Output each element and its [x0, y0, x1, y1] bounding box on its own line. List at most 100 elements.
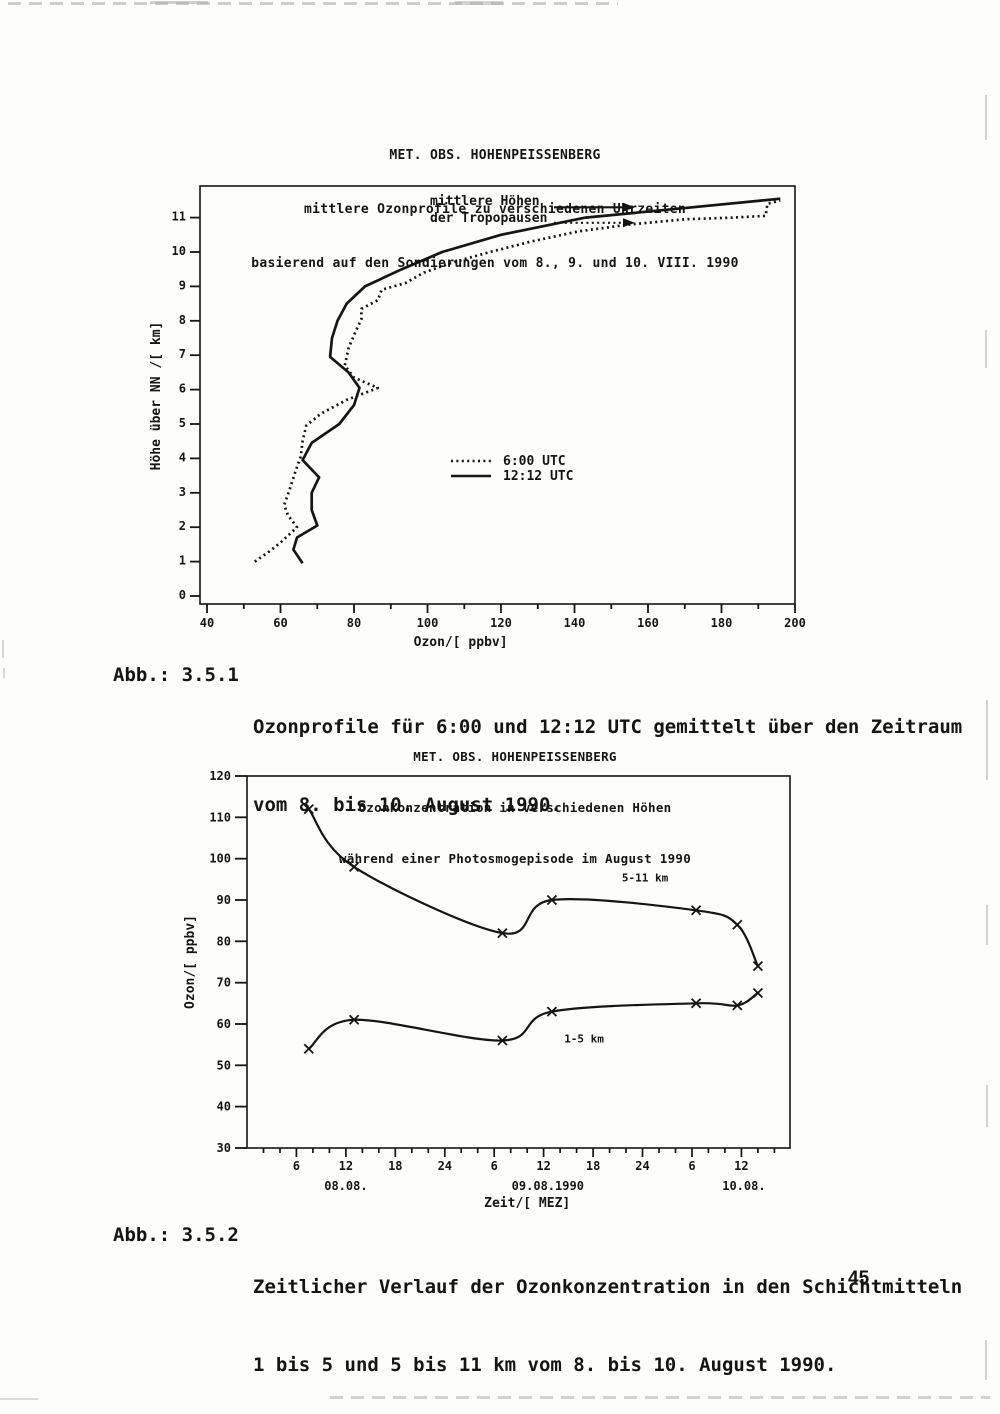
svg-text:1: 1: [179, 554, 186, 568]
series-1-5-km: 1-5 km: [303, 987, 764, 1054]
svg-text:18: 18: [586, 1159, 600, 1173]
svg-text:Ozon/[ ppbv]: Ozon/[ ppbv]: [414, 635, 508, 650]
scan-artifact-top-edge: [8, 2, 618, 5]
svg-text:12: 12: [536, 1159, 550, 1173]
figure2-title: MET. OBS. HOHENPEISSENBERG Ozonkonzentra…: [190, 714, 840, 901]
svg-text:10.08.: 10.08.: [722, 1179, 765, 1193]
plot-frame: [199, 185, 796, 605]
plot-frame: [246, 775, 791, 1149]
svg-text:11: 11: [172, 210, 186, 224]
figure1-title: MET. OBS. HOHENPEISSENBERG mittlere Ozon…: [150, 111, 840, 309]
svg-text:0: 0: [179, 588, 186, 602]
scan-artifact-left-edge: [3, 668, 5, 678]
scan-artifact: [455, 1, 503, 5]
y-axis-ticks: 0 1 2 3 4 5 6 7 8 9 10 11: [172, 210, 200, 602]
figure2-caption-line1: Zeitlicher Verlauf der Ozonkonzentration…: [253, 1276, 963, 1298]
x-axis-ticks: 40 60 80 100 120 140 160 180 200: [200, 604, 806, 630]
figure2-caption-label: Abb.: 3.5.2: [113, 1224, 239, 1246]
figure2-title-line3: während einer Photosmogepisode im August…: [338, 851, 692, 866]
svg-text:1-5 km: 1-5 km: [564, 1033, 604, 1046]
figure2-caption-text: Zeitlicher Verlauf der Ozonkonzentration…: [253, 1222, 962, 1414]
svg-text:40: 40: [200, 616, 214, 630]
svg-text:80: 80: [347, 616, 361, 630]
scan-artifact-right-edge: [986, 905, 988, 945]
series-5-11-km: 5-11 km: [303, 803, 764, 972]
figure1-title-line3: basierend auf den Sondierungen vom 8., 9…: [251, 256, 739, 271]
svg-text:160: 160: [637, 616, 659, 630]
svg-text:Ozon/[ ppbv]: Ozon/[ ppbv]: [183, 915, 198, 1009]
svg-text:180: 180: [711, 616, 733, 630]
svg-text:140: 140: [564, 616, 586, 630]
figure2-title-line1: MET. OBS. HOHENPEISSENBERG: [413, 749, 617, 764]
svg-text:40: 40: [217, 1100, 231, 1114]
svg-text:4: 4: [179, 450, 186, 464]
scan-artifact: [0, 1398, 38, 1400]
tropopause-annotation: mittlere Höhen der Tropopausen: [430, 194, 635, 228]
scan-artifact-right-edge: [985, 330, 987, 368]
ozone-timeseries-chart: 120 110 100 90 80 70 60 50 40 30 6 12 18 24 6 12 18 24 6 12…: [183, 769, 791, 1211]
svg-text:100: 100: [417, 616, 439, 630]
svg-text:24: 24: [438, 1159, 452, 1173]
data-point-markers: [303, 987, 764, 1054]
x-axis-label: Zeit/[ MEZ]: [484, 1196, 570, 1211]
svg-text:3: 3: [179, 485, 186, 499]
y-axis-label: Höhe über NN /[ km]: [149, 322, 164, 471]
scan-artifact-right-edge: [985, 1340, 987, 1380]
y-axis-ticks: 120 110 100 90 80 70 60 50 40 30: [209, 769, 247, 1155]
svg-text:200: 200: [784, 616, 806, 630]
profile-curve-600utc: [254, 199, 781, 563]
svg-text:12: 12: [339, 1159, 353, 1173]
svg-text:110: 110: [209, 810, 231, 824]
svg-text:Zeit/[ MEZ]: Zeit/[ MEZ]: [484, 1196, 570, 1211]
figure2-title-line2: Ozonkonzentration in verschiedenen Höhen: [358, 800, 672, 815]
svg-text:Höhe über NN /[ km]: Höhe über NN /[ km]: [149, 322, 164, 471]
svg-text:7: 7: [179, 347, 186, 361]
ozone-profile-chart: 0 1 2 3 4 5 6 7 8 9 10 11 40 60 80 100 120 140 160 180 200 Oz…: [149, 185, 806, 650]
figure1-caption-label: Abb.: 3.5.1: [113, 664, 239, 686]
scan-artifact: [150, 1, 208, 4]
svg-text:70: 70: [217, 976, 231, 990]
svg-text:18: 18: [388, 1159, 402, 1173]
scan-artifact-bottom-edge: [330, 1396, 990, 1399]
page-number: 45: [848, 1268, 870, 1289]
svg-text:mittlere Höhen: mittlere Höhen: [430, 194, 540, 209]
x-axis-day-labels: 08.08. 09.08.1990 10.08.: [324, 1179, 765, 1193]
svg-text:6: 6: [491, 1159, 498, 1173]
svg-text:der Tropopausen: der Tropopausen: [430, 211, 547, 226]
figure1-title-line1: MET. OBS. HOHENPEISSENBERG: [389, 148, 601, 163]
svg-text:08.08.: 08.08.: [324, 1179, 367, 1193]
svg-text:2: 2: [179, 519, 186, 533]
x-axis-ticks: 6 12 18 24 6 12 18 24 6 12: [262, 1148, 776, 1173]
svg-text:90: 90: [217, 893, 231, 907]
x-axis-label: Ozon/[ ppbv]: [414, 635, 508, 650]
profile-curve-1212utc: [292, 197, 781, 565]
svg-text:120: 120: [490, 616, 512, 630]
figure1-caption-text: Ozonprofile für 6:00 und 12:12 UTC gemit…: [253, 662, 962, 870]
figure1-caption-line2: vom 8. bis 10. August 1990.: [253, 794, 562, 816]
svg-text:10: 10: [172, 244, 186, 258]
svg-text:6:00 UTC: 6:00 UTC: [503, 454, 566, 469]
svg-text:5-11 km: 5-11 km: [622, 871, 669, 884]
svg-text:9: 9: [179, 278, 186, 292]
svg-text:12:12 UTC: 12:12 UTC: [503, 469, 573, 484]
svg-text:60: 60: [273, 616, 287, 630]
figure2-caption-line2: 1 bis 5 und 5 bis 11 km vom 8. bis 10. A…: [253, 1354, 837, 1376]
svg-text:80: 80: [217, 934, 231, 948]
data-point-markers: [303, 803, 764, 972]
svg-text:09.08.1990: 09.08.1990: [512, 1179, 584, 1193]
svg-text:50: 50: [217, 1058, 231, 1072]
scan-artifact-right-edge: [986, 700, 988, 780]
svg-text:60: 60: [217, 1017, 231, 1031]
y-axis-label: Ozon/[ ppbv]: [183, 915, 198, 1009]
svg-text:12: 12: [734, 1159, 748, 1173]
svg-text:120: 120: [209, 769, 231, 783]
scan-artifact-left-edge: [2, 640, 4, 658]
svg-text:6: 6: [688, 1159, 695, 1173]
figure1-caption-line1: Ozonprofile für 6:00 und 12:12 UTC gemit…: [253, 716, 963, 738]
svg-text:24: 24: [635, 1159, 649, 1173]
svg-text:6: 6: [293, 1159, 300, 1173]
svg-text:8: 8: [179, 313, 186, 327]
svg-text:5: 5: [179, 416, 186, 430]
